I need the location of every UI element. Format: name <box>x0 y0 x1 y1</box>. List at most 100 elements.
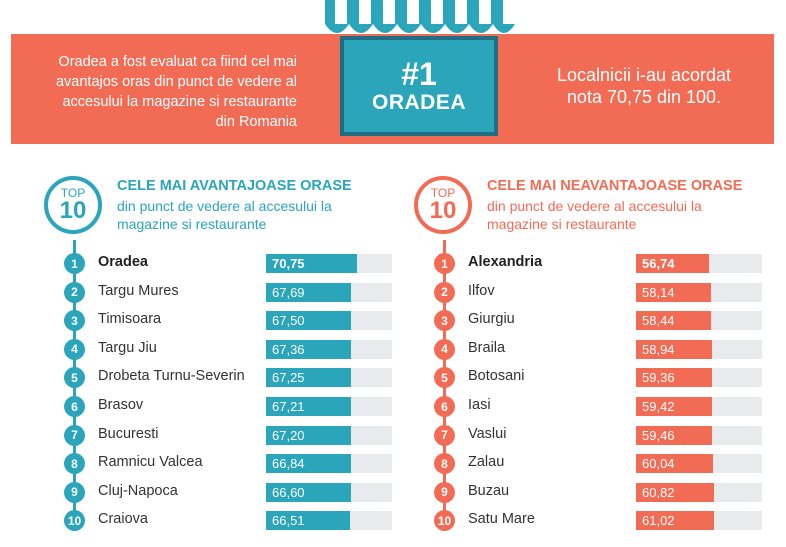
score-bar-track: 66,84 <box>266 454 392 474</box>
score-bar: 67,25 <box>266 368 352 388</box>
score-value: 67,50 <box>272 313 305 329</box>
winner-sign: #1 ORADEA <box>340 36 498 136</box>
top10-worst-cities: TOP 10 CELE MAI NEAVANTAJOASE ORASE din … <box>410 170 780 547</box>
city-name: Alexandria <box>468 254 543 270</box>
score-bar-track: 59,42 <box>636 397 762 416</box>
score-bar: 61,02 <box>636 511 715 531</box>
ranking-row: 1 Alexandria 56,74 <box>410 250 780 278</box>
score-value: 59,42 <box>642 399 675 414</box>
rank-badge: 2 <box>64 281 85 303</box>
city-name: Braila <box>468 339 506 356</box>
rank-badge: 6 <box>434 396 455 417</box>
score-bar: 66,60 <box>266 482 351 502</box>
ranking-row: 4 Braila 58,94 <box>410 336 780 364</box>
city-name: Timisoara <box>98 311 162 328</box>
score-value: 66,51 <box>272 513 305 529</box>
rank-badge: 8 <box>434 453 455 475</box>
score-bar-track: 67,21 <box>266 397 392 416</box>
ranking-row: 2 Ilfov 58,14 <box>410 279 780 307</box>
ranking-row: 9 Buzau 60,82 <box>410 479 780 507</box>
score-bar-track: 59,46 <box>636 425 762 445</box>
score-bar: 67,36 <box>266 339 352 359</box>
ranking-row: 6 Iasi 59,42 <box>410 393 780 421</box>
score-bar-track: 67,50 <box>266 311 392 331</box>
score-bar: 67,20 <box>266 425 352 445</box>
score-bar: 59,42 <box>636 397 713 416</box>
rank-badge: 7 <box>434 424 455 446</box>
ranking-row: 2 Targu Mures 67,69 <box>40 279 410 307</box>
ranking-row: 9 Cluj-Napoca 66,60 <box>40 479 410 507</box>
score-bar: 60,82 <box>636 482 714 502</box>
score-bar-track: 58,44 <box>636 311 762 331</box>
score-value: 67,25 <box>272 370 305 386</box>
top10-badge: TOP 10 <box>44 176 102 234</box>
score-bar-track: 67,69 <box>266 282 392 302</box>
city-name: Brasov <box>98 397 144 413</box>
score-value: 67,20 <box>272 427 305 443</box>
score-bar: 66,84 <box>266 454 351 474</box>
rank-badge: 3 <box>64 310 85 332</box>
ranking-row: 4 Targu Jiu 67,36 <box>40 336 410 364</box>
rank-badge: 8 <box>64 453 85 475</box>
score-value: 56,74 <box>642 256 675 271</box>
rank-badge: 5 <box>434 367 455 389</box>
city-name: Bucuresti <box>98 425 159 442</box>
top10-best-cities: TOP 10 CELE MAI AVANTAJOASE ORASE din pu… <box>40 170 410 547</box>
score-value: 66,84 <box>272 456 305 472</box>
score-value: 59,36 <box>642 370 675 386</box>
rank-badge: 3 <box>434 310 455 332</box>
city-name: Zalau <box>468 454 505 471</box>
score-bar: 58,94 <box>636 339 712 359</box>
score-bar-track: 60,04 <box>636 454 762 474</box>
score-bar-track: 58,94 <box>636 339 762 359</box>
rank-badge: 2 <box>434 281 455 303</box>
section-subtitle: din punct de vedere al accesului la maga… <box>487 198 702 232</box>
city-name: Ilfov <box>468 282 495 299</box>
rank-badge: 10 <box>434 510 455 532</box>
rank-badge: 9 <box>64 481 85 503</box>
city-name: Satu Mare <box>468 511 535 528</box>
rank-badge: 5 <box>64 367 85 389</box>
score-bar-track: 67,25 <box>266 368 392 388</box>
rank-badge: 4 <box>434 338 455 360</box>
sign-rank: #1 <box>401 56 437 92</box>
banner-description: Oradea a fost evaluat ca fiind cel mai a… <box>55 54 297 130</box>
badge-number: 10 <box>429 197 457 224</box>
score-bar: 66,51 <box>266 511 351 531</box>
score-value: 66,60 <box>272 484 305 500</box>
sign-city: ORADEA <box>371 91 466 114</box>
score-value: 67,69 <box>272 284 305 300</box>
rank-badge: 7 <box>64 424 85 446</box>
score-value: 60,04 <box>642 456 675 472</box>
city-name: Cluj-Napoca <box>98 482 178 499</box>
score-bar: 67,50 <box>266 311 352 331</box>
score-value: 59,46 <box>642 427 675 443</box>
score-value: 58,94 <box>642 341 675 357</box>
ranking-row: 10 Craiova 66,51 <box>40 507 410 535</box>
rank-badge: 1 <box>64 253 85 274</box>
score-bar: 67,69 <box>266 282 352 302</box>
badge-number: 10 <box>59 197 87 224</box>
ranking-row: 8 Ramnicu Valcea 66,84 <box>40 450 410 478</box>
city-name: Buzau <box>468 482 510 499</box>
score-value: 70,75 <box>272 256 305 271</box>
rank-badge: 6 <box>64 396 85 417</box>
city-name: Vaslui <box>468 425 507 442</box>
city-name: Craiova <box>98 511 148 528</box>
score-value: 58,14 <box>642 284 675 300</box>
score-bar-track: 66,51 <box>266 511 392 531</box>
score-bar: 59,46 <box>636 425 713 445</box>
top10-badge: TOP 10 <box>414 176 472 234</box>
score-bar-track: 61,02 <box>636 511 762 531</box>
score-bar-track: 67,36 <box>266 339 392 359</box>
score-bar: 59,36 <box>636 368 713 388</box>
ranking-row: 7 Vaslui 59,46 <box>410 422 780 450</box>
city-name: Giurgiu <box>468 311 515 328</box>
score-bar-track: 56,74 <box>636 254 762 273</box>
score-bar-track: 58,14 <box>636 282 762 302</box>
ranking-row: 7 Bucuresti 67,20 <box>40 422 410 450</box>
score-bar-track: 70,75 <box>266 254 392 273</box>
city-name: Targu Jiu <box>98 339 157 356</box>
ranking-row: 1 Oradea 70,75 <box>40 250 410 278</box>
ranking-row: 8 Zalau 60,04 <box>410 450 780 478</box>
